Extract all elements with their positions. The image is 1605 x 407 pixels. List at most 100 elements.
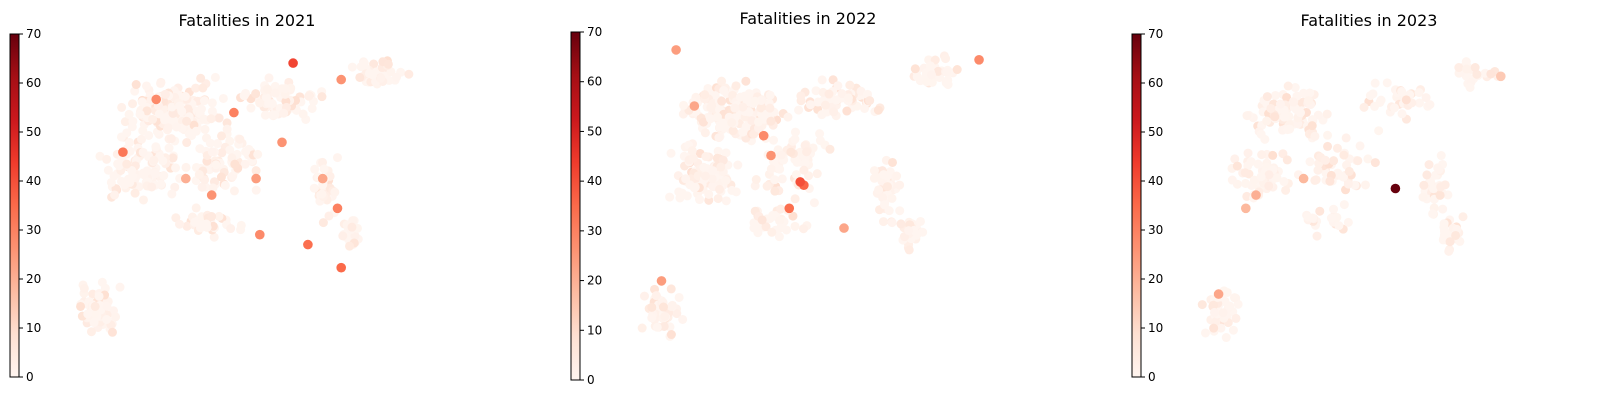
scatter-point — [790, 221, 800, 231]
scatter-point — [730, 103, 740, 113]
scatter-point — [665, 192, 675, 202]
scatter-point — [904, 245, 914, 255]
scatter-point — [1253, 159, 1263, 169]
scatter-point — [754, 123, 764, 133]
scatter-point — [695, 195, 705, 205]
scatter-point — [117, 176, 127, 186]
scatter-point — [251, 89, 261, 99]
scatter-point — [1486, 69, 1496, 79]
scatter-point — [1401, 95, 1411, 105]
colorbar-tick-label: 30 — [587, 224, 602, 238]
scatter-point-highlight — [229, 107, 239, 118]
scatter-point — [318, 218, 328, 228]
scatter-point — [667, 300, 677, 310]
scatter-point — [207, 212, 217, 222]
scatter-point — [279, 108, 289, 118]
scatter-point-highlight — [656, 276, 667, 286]
colorbar-ticks: 0 10 20 30 40 50 60 70 — [580, 25, 602, 387]
scatter-point — [1326, 213, 1336, 223]
scatter-point — [809, 198, 819, 208]
scatter-point-highlight — [784, 203, 795, 214]
scatter-point — [163, 123, 173, 133]
scatter-point — [267, 110, 277, 120]
scatter-point — [915, 216, 925, 226]
scatter-point — [1229, 293, 1239, 303]
scatter-point — [688, 153, 698, 163]
scatter-point — [151, 142, 161, 152]
scatter-point — [1418, 192, 1428, 202]
scatter-point — [130, 188, 140, 198]
colorbar-tick-label: 60 — [1148, 76, 1163, 90]
scatter-point — [842, 106, 852, 116]
scatter-point — [1307, 121, 1317, 131]
scatter-point — [214, 211, 224, 221]
colorbar-tick-label: 70 — [587, 25, 602, 39]
scatter-point — [229, 186, 239, 196]
scatter-point — [904, 226, 914, 236]
scatter-point — [199, 114, 209, 124]
scatter-point — [142, 106, 152, 116]
scatter-point — [1355, 141, 1365, 151]
scatter-point — [1343, 179, 1353, 189]
scatter-point — [310, 164, 320, 174]
scatter-point — [1458, 212, 1468, 222]
scatter-point — [718, 155, 728, 165]
scatter-point — [731, 81, 741, 91]
scatter-point — [677, 188, 687, 198]
scatter-point — [209, 232, 219, 242]
scatter-point — [1249, 175, 1259, 185]
scatter-point — [182, 221, 192, 231]
scatter-point — [666, 330, 676, 340]
scatter-point — [1241, 178, 1251, 188]
scatter-point — [887, 157, 897, 167]
scatter-point — [106, 177, 116, 187]
scatter-point — [115, 282, 125, 292]
scatter-point — [770, 186, 780, 196]
scatter-point — [1282, 92, 1292, 102]
scatter-point — [1305, 157, 1315, 167]
scatter-point — [817, 75, 827, 85]
scatter-point — [766, 116, 776, 126]
scatter-point — [1365, 91, 1375, 101]
scatter-point — [805, 100, 815, 110]
scatter-point-highlight — [1298, 173, 1309, 184]
scatter-point — [775, 223, 785, 233]
scatter-point — [182, 138, 192, 148]
panel-title: Fatalities in 2021 — [179, 11, 316, 30]
scatter-point — [214, 113, 224, 123]
colorbar-tick-label: 50 — [1148, 125, 1163, 139]
scatter-point — [175, 101, 185, 111]
scatter-point — [1472, 69, 1482, 79]
scatter-point — [367, 70, 377, 80]
scatter-point — [1370, 101, 1380, 111]
scatter-point — [1454, 63, 1464, 73]
scatter-point — [820, 100, 830, 110]
colorbar-gradient — [570, 31, 581, 381]
scatter-point — [672, 309, 682, 319]
colorbar-tick-label: 30 — [26, 223, 41, 237]
scatter-point — [713, 146, 723, 156]
scatter-point — [756, 103, 766, 113]
scatter-point — [721, 148, 731, 158]
scatter-point — [704, 189, 714, 199]
scatter-point — [1436, 151, 1446, 161]
scatter-point — [1242, 111, 1252, 121]
scatter-point — [895, 180, 905, 190]
scatter-point — [1337, 171, 1347, 181]
scatter-point — [790, 127, 800, 137]
scatter-point — [181, 162, 191, 172]
scatter-point — [1231, 313, 1241, 323]
scatter-point-highlight — [254, 229, 265, 240]
scatter-point — [1329, 204, 1339, 214]
scatter-point-highlight — [671, 45, 681, 55]
scatter-point — [802, 147, 812, 157]
scatter-point — [180, 92, 190, 102]
scatter-point — [765, 90, 775, 100]
colorbar-tick-label: 20 — [26, 272, 41, 286]
scatter-point — [1339, 150, 1349, 160]
scatter-point — [116, 132, 126, 142]
scatter-point — [196, 73, 206, 83]
scatter-point — [97, 277, 107, 287]
scatter-point — [715, 122, 725, 132]
scatter-point — [896, 219, 906, 229]
